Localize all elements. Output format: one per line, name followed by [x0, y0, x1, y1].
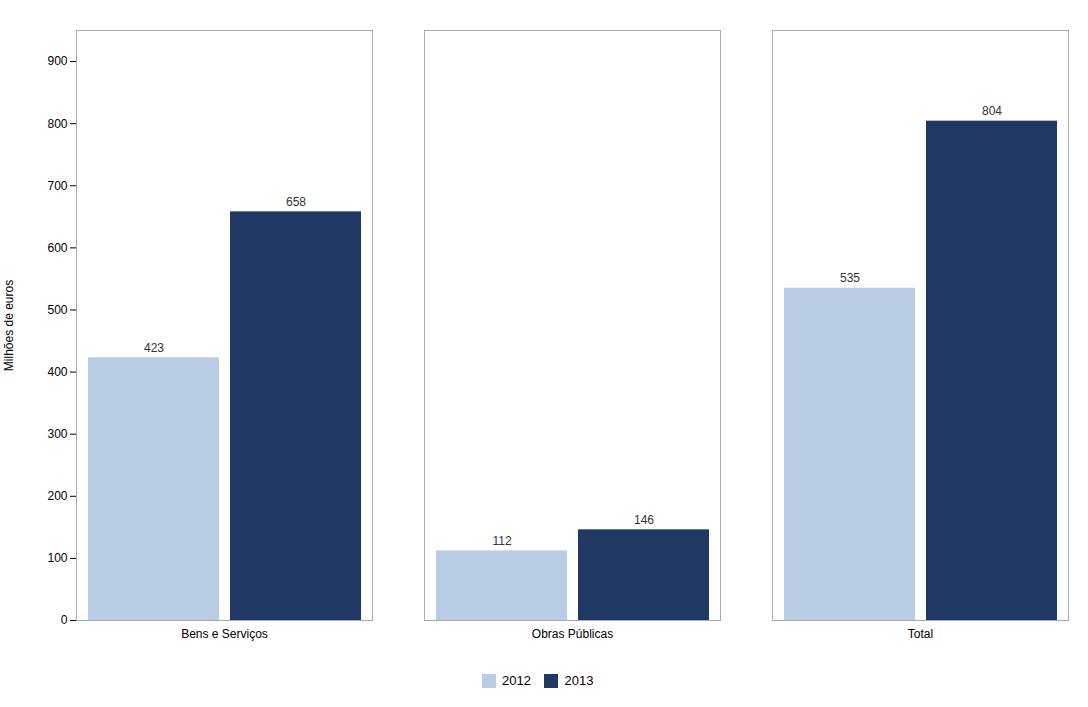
svg-text:146: 146 [634, 513, 654, 527]
svg-text:Total: Total [908, 627, 933, 641]
svg-text:112: 112 [492, 534, 511, 548]
svg-text:0: 0 [61, 613, 68, 627]
svg-text:300: 300 [47, 427, 67, 441]
svg-text:Bens e Serviços: Bens e Serviços [181, 627, 268, 641]
svg-text:Obras Públicas: Obras Públicas [532, 627, 613, 641]
svg-text:535: 535 [840, 271, 860, 285]
svg-text:Milhões de euros: Milhões de euros [2, 280, 16, 371]
svg-text:100: 100 [47, 551, 67, 565]
svg-text:200: 200 [47, 489, 67, 503]
html-text:2012: 2012 [502, 673, 531, 688]
svg-text:900: 900 [47, 54, 67, 68]
svg-text:700: 700 [47, 179, 67, 193]
svg-text:400: 400 [47, 365, 67, 379]
html-text:2013: 2013 [564, 673, 594, 688]
svg-text:804: 804 [982, 104, 1002, 118]
svg-text:423: 423 [144, 341, 164, 355]
svg-text:800: 800 [47, 116, 67, 130]
svg-text:600: 600 [47, 241, 67, 255]
svg-text:500: 500 [47, 303, 67, 317]
svg-text:658: 658 [286, 195, 306, 209]
